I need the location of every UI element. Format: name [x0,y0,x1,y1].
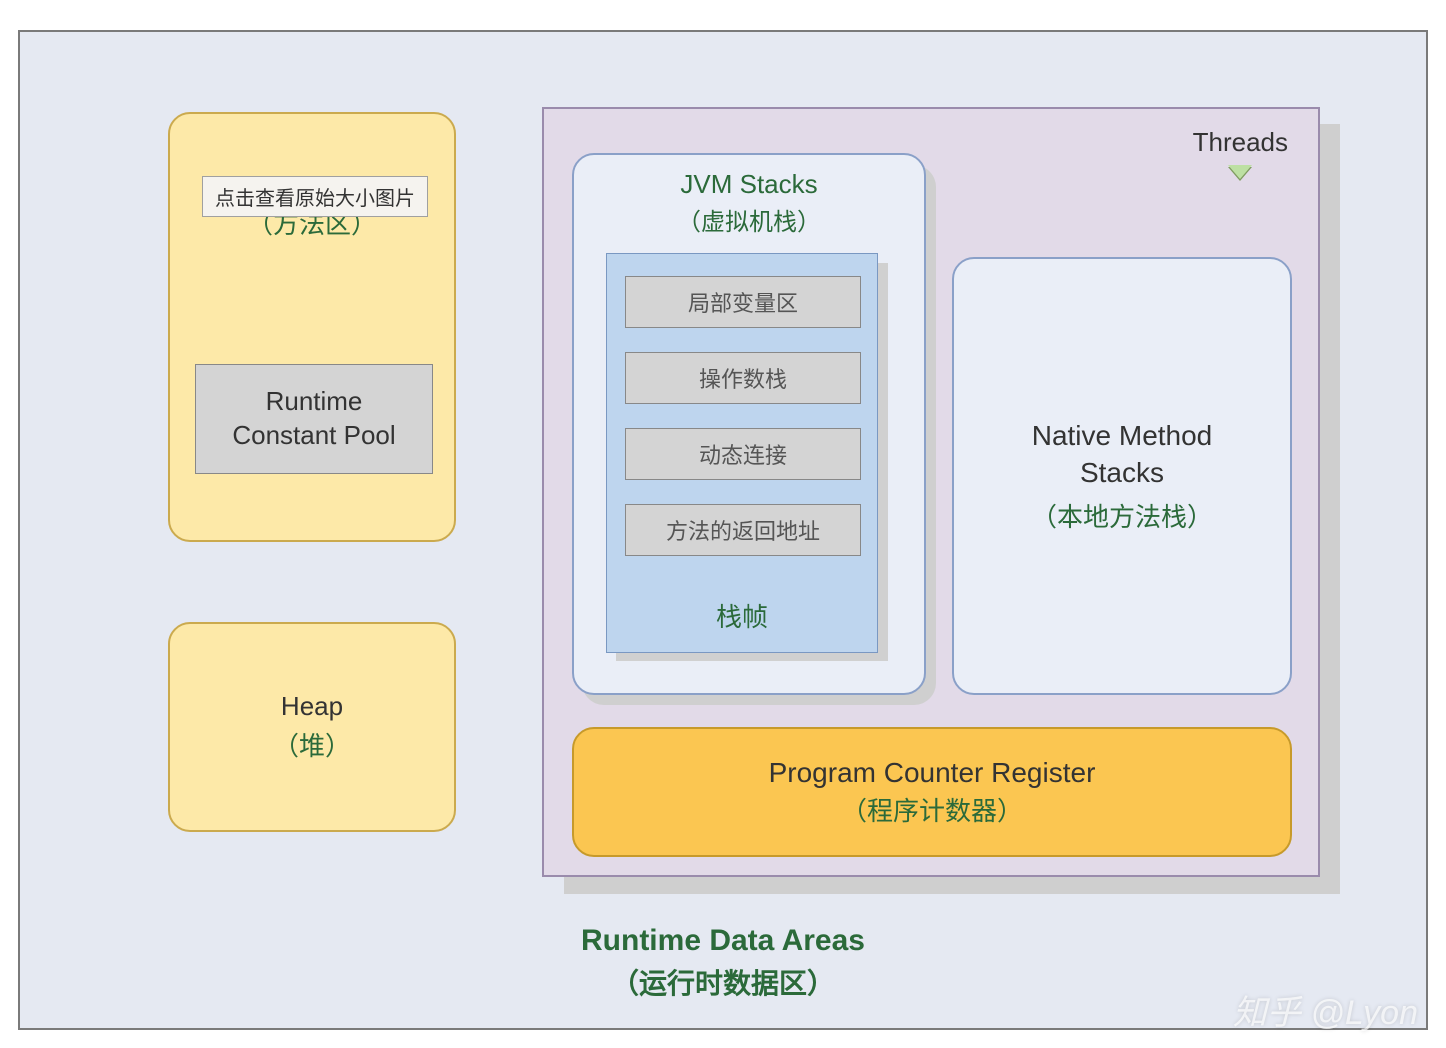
runtime-constant-pool-box: Runtime Constant Pool [195,364,433,474]
native-stacks-title-en: Native Method Stacks [1032,418,1213,491]
diagram-canvas: （方法区） Runtime Constant Pool 点击查看原始大小图片 H… [0,0,1446,1048]
jvm-stacks-title-en: JVM Stacks [574,169,924,200]
jvm-stacks-title-zh: （虚拟机栈） [574,202,924,237]
pcr-title-zh: （程序计数器） [841,791,1023,828]
threads-label: Threads [1193,127,1288,158]
heap-title-en: Heap [281,691,343,722]
heap-box: Heap （堆） [168,622,456,832]
pcr-title-en: Program Counter Register [769,757,1096,789]
original-size-tooltip[interactable]: 点击查看原始大小图片 [202,176,428,217]
native-stacks-title-zh: （本地方法栈） [1031,497,1213,534]
heap-title-zh: （堆） [273,726,351,763]
frame-row: 动态连接 [625,428,861,480]
stack-frame-label: 栈帧 [607,597,877,634]
footer-title-zh: （运行时数据区） [20,962,1426,1002]
runtime-constant-pool-label: Runtime Constant Pool [232,385,395,453]
jvm-stacks-box: JVM Stacks （虚拟机栈） 局部变量区 操作数栈 动态连接 方法的返回地… [572,153,926,695]
watermark: 知乎 @Lyon [1233,985,1418,1034]
frame-row: 局部变量区 [625,276,861,328]
stack-frame-box: 局部变量区 操作数栈 动态连接 方法的返回地址 栈帧 [606,253,878,653]
native-method-stacks-box: Native Method Stacks （本地方法栈） [952,257,1292,695]
threads-container: Threads JVM Stacks （虚拟机栈） 局部变量区 操作数栈 动态连… [542,107,1320,877]
runtime-data-areas-container: （方法区） Runtime Constant Pool 点击查看原始大小图片 H… [18,30,1428,1030]
frame-row: 操作数栈 [625,352,861,404]
chevron-down-icon [1228,167,1252,181]
frame-row: 方法的返回地址 [625,504,861,556]
program-counter-register-box: Program Counter Register （程序计数器） [572,727,1292,857]
footer-title-en: Runtime Data Areas [20,924,1426,958]
